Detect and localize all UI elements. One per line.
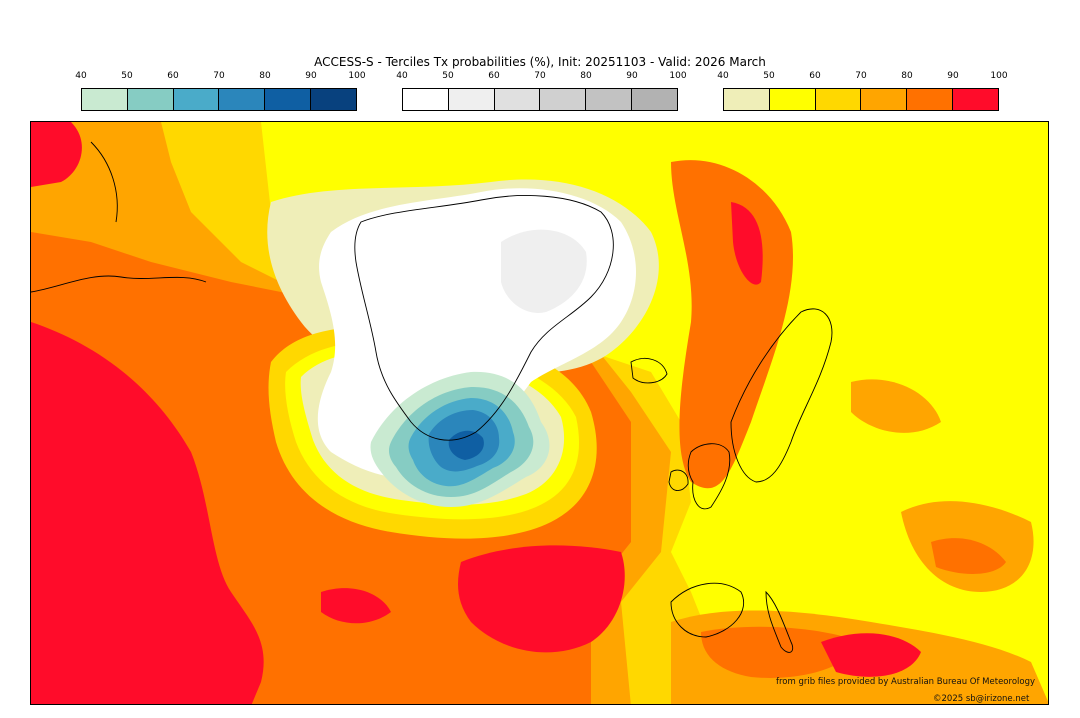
zone-red-nw bbox=[31, 122, 82, 187]
map-title: ACCESS-S - Terciles Tx probabilities (%)… bbox=[314, 55, 766, 69]
scandinavia-coast bbox=[730, 308, 833, 483]
copyright-credit: ©2025 sb@irizone.net bbox=[933, 694, 1030, 704]
legend-swatch bbox=[540, 89, 587, 110]
zone-light-grey bbox=[501, 229, 587, 313]
legend-tick: 80 bbox=[580, 71, 592, 81]
zone-atlantic-red-east bbox=[458, 545, 625, 653]
zone-atlantic-red-mid bbox=[321, 588, 391, 624]
legend-tick: 100 bbox=[348, 71, 366, 81]
legend-above-normal: 40 50 60 70 80 90 100 bbox=[717, 70, 1008, 114]
zone-east-patch-3 bbox=[851, 379, 941, 433]
legend-tick: 40 bbox=[396, 71, 408, 81]
britain-coast bbox=[687, 443, 731, 510]
legend-swatch bbox=[219, 89, 266, 110]
zone-atlantic-red-west bbox=[31, 322, 264, 704]
iceland-coast bbox=[630, 358, 668, 384]
legend-tick: 80 bbox=[901, 71, 913, 81]
legend-swatch bbox=[494, 89, 541, 110]
legend-swatch bbox=[311, 89, 356, 110]
legend-colorbar bbox=[723, 88, 999, 111]
legend-swatch bbox=[724, 89, 770, 110]
legend-ticks: 40 50 60 70 80 90 100 bbox=[717, 70, 1007, 88]
legend-tick: 100 bbox=[990, 71, 1008, 81]
canada-coast bbox=[31, 275, 207, 293]
source-credit: from grib files provided by Australian B… bbox=[776, 677, 1036, 687]
probability-map[interactable] bbox=[30, 121, 1049, 705]
zone-east-patch-2 bbox=[931, 538, 1006, 574]
legend-swatch bbox=[632, 89, 677, 110]
arctic-islands-coast bbox=[90, 141, 118, 223]
legend-swatch bbox=[769, 89, 816, 110]
ireland-coast bbox=[668, 469, 689, 491]
legend-tick: 40 bbox=[717, 71, 729, 81]
zone-norway-red bbox=[731, 202, 763, 285]
zone-med-red bbox=[821, 633, 921, 677]
iberia-coast bbox=[670, 582, 744, 638]
legend-tick: 90 bbox=[305, 71, 317, 81]
legend-tick: 90 bbox=[947, 71, 959, 81]
legend-tick: 90 bbox=[626, 71, 638, 81]
legend-swatch bbox=[815, 89, 862, 110]
italy-coast bbox=[765, 590, 794, 653]
legend-near-normal: 40 50 60 70 80 90 100 bbox=[396, 70, 687, 114]
legend-swatch bbox=[586, 89, 633, 110]
legend-colorbar bbox=[81, 88, 357, 111]
legend-swatch bbox=[265, 89, 312, 110]
coastlines bbox=[31, 141, 833, 653]
legend-tick: 60 bbox=[167, 71, 179, 81]
legend-swatch bbox=[861, 89, 908, 110]
legend-tick: 50 bbox=[763, 71, 775, 81]
legend-tick: 70 bbox=[534, 71, 546, 81]
legend-tick: 40 bbox=[75, 71, 87, 81]
legend-ticks: 40 50 60 70 80 90 100 bbox=[396, 70, 686, 88]
greenland-coast bbox=[354, 195, 614, 441]
legend-tick: 50 bbox=[442, 71, 454, 81]
zone-med-darkorange bbox=[701, 626, 861, 678]
legend-tick: 80 bbox=[259, 71, 271, 81]
legend-swatch bbox=[907, 89, 954, 110]
legend-tick: 100 bbox=[669, 71, 687, 81]
legend-colorbar bbox=[402, 88, 678, 111]
legend-swatch bbox=[953, 89, 998, 110]
legend-ticks: 40 50 60 70 80 90 100 bbox=[75, 70, 365, 88]
legend-tick: 70 bbox=[213, 71, 225, 81]
legend-swatch bbox=[127, 89, 174, 110]
legend-below-normal: 40 50 60 70 80 90 100 bbox=[75, 70, 366, 114]
zone-norway-orange bbox=[671, 160, 793, 489]
zone-blue-80-90 bbox=[448, 430, 484, 460]
legend-swatch bbox=[82, 89, 128, 110]
legend-tick: 60 bbox=[488, 71, 500, 81]
legend-tick: 60 bbox=[809, 71, 821, 81]
legend-tick: 70 bbox=[855, 71, 867, 81]
legend-swatch bbox=[173, 89, 220, 110]
map-canvas bbox=[31, 122, 1048, 704]
legend-swatch bbox=[448, 89, 495, 110]
legend-tick: 50 bbox=[121, 71, 133, 81]
legend-swatch bbox=[403, 89, 449, 110]
